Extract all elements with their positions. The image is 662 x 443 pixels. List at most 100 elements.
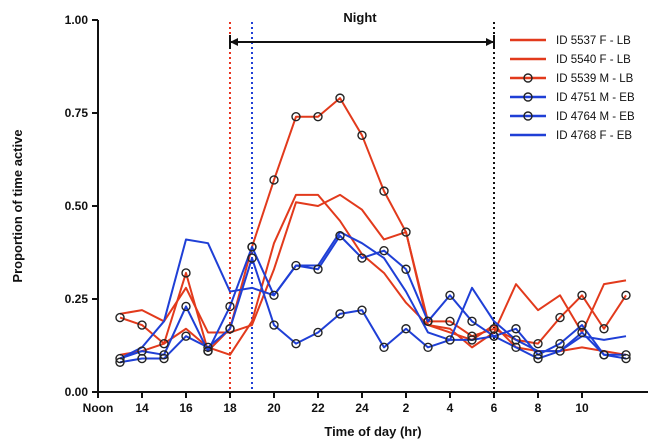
series-point <box>159 350 169 360</box>
series-point <box>533 353 543 364</box>
series-point <box>577 290 587 300</box>
series-point <box>181 331 191 341</box>
series-point <box>137 353 147 364</box>
legend-label: ID 4768 F - EB <box>556 130 632 142</box>
series-point <box>445 290 455 300</box>
series-point <box>401 264 411 274</box>
series-point <box>313 112 323 122</box>
series-point <box>313 327 323 338</box>
night-label: Night <box>343 10 377 25</box>
legend-label: ID 4751 M - EB <box>556 92 635 104</box>
night-span-arrow-left <box>230 38 238 46</box>
y-tick-label: 0.00 <box>65 385 89 399</box>
legend: ID 5537 F - LB ID 5540 F - LB ID 5539 M - … <box>510 35 635 142</box>
x-tick-label: 4 <box>447 401 454 415</box>
series-point <box>621 353 631 364</box>
series-point <box>445 335 455 345</box>
series-point <box>467 335 477 345</box>
legend-marker <box>523 111 533 121</box>
legend-marker <box>523 73 533 83</box>
series-point <box>203 346 213 356</box>
y-tick-label: 0.50 <box>65 199 89 213</box>
x-tick-label: 16 <box>179 401 193 415</box>
series-point <box>533 338 543 349</box>
x-tick-label: Noon <box>83 401 114 415</box>
plot-area: 0.000.250.500.751.00 Noon 14 16 18 20 22 24 2 4 6… <box>65 13 648 415</box>
y-tick-label: 0.25 <box>65 292 89 306</box>
series-point <box>115 353 125 364</box>
series-point <box>335 309 345 319</box>
series-point <box>159 353 169 364</box>
series-point <box>357 130 367 141</box>
series-point <box>291 112 301 122</box>
series-point <box>533 350 543 360</box>
series-point <box>401 324 411 334</box>
night-boundary-lines <box>229 22 495 392</box>
x-tick-label: 8 <box>535 401 542 415</box>
series-point <box>445 316 455 327</box>
series-point <box>599 324 609 334</box>
series-point <box>621 350 631 360</box>
series-point <box>423 342 433 353</box>
x-tick-label: 6 <box>491 401 498 415</box>
x-tick-label: 2 <box>403 401 410 415</box>
series-point <box>159 338 169 349</box>
series-point <box>357 253 367 263</box>
series-point <box>181 301 191 312</box>
series-point <box>115 312 125 323</box>
legend-marker <box>523 92 533 102</box>
series-line-5 <box>119 231 627 360</box>
series-point <box>357 305 367 315</box>
series-point <box>379 186 389 196</box>
x-tick-label: 22 <box>311 401 325 415</box>
series-point <box>555 312 565 323</box>
series-point <box>115 357 125 367</box>
series-point <box>467 316 477 327</box>
series-point <box>577 327 587 338</box>
series-line-2 <box>119 97 627 353</box>
series-point <box>335 93 345 103</box>
legend-label: ID 5537 F - LB <box>556 35 631 47</box>
x-tick-label: 18 <box>223 401 237 415</box>
series-point <box>423 316 433 327</box>
series-point <box>225 324 235 334</box>
x-tick-label: 14 <box>135 401 149 415</box>
series-point <box>225 301 235 312</box>
series-point <box>313 264 323 274</box>
series-point <box>599 350 609 360</box>
series-point <box>511 342 521 353</box>
x-axis-ticks: Noon 14 16 18 20 22 24 2 4 6 8 10 <box>83 392 589 415</box>
series-point <box>401 227 411 237</box>
series-point <box>291 260 301 271</box>
y-axis-ticks: 0.00 0.25 0.50 0.75 1.00 <box>65 13 98 399</box>
series-point <box>511 324 521 334</box>
legend-label: ID 5540 F - LB <box>556 54 631 66</box>
series-point <box>379 245 389 256</box>
series-point <box>203 342 213 353</box>
series-markers <box>115 93 631 367</box>
series-point <box>269 290 279 300</box>
x-tick-label: 24 <box>355 401 369 415</box>
series-point <box>269 175 279 185</box>
night-span-indicator <box>229 35 495 49</box>
series-point <box>269 320 279 330</box>
series-lines <box>119 97 627 364</box>
x-tick-label: 20 <box>267 401 281 415</box>
series-point <box>335 231 345 241</box>
series-point <box>489 331 499 341</box>
y-axis-title: Proportion of time active <box>10 129 25 282</box>
legend-label: ID 4764 M - EB <box>556 111 635 123</box>
series-point <box>247 253 257 263</box>
x-axis-title: Time of day (hr) <box>324 424 421 439</box>
series-point <box>181 268 191 278</box>
x-tick-label: 10 <box>575 401 589 415</box>
y-tick-label: 0.75 <box>65 106 89 120</box>
series-point <box>137 320 147 330</box>
series-line-0 <box>119 193 627 349</box>
series-point <box>291 338 301 349</box>
y-tick-label: 1.00 <box>65 13 89 27</box>
series-point <box>379 342 389 353</box>
series-point <box>247 242 257 252</box>
series-point <box>621 290 631 300</box>
